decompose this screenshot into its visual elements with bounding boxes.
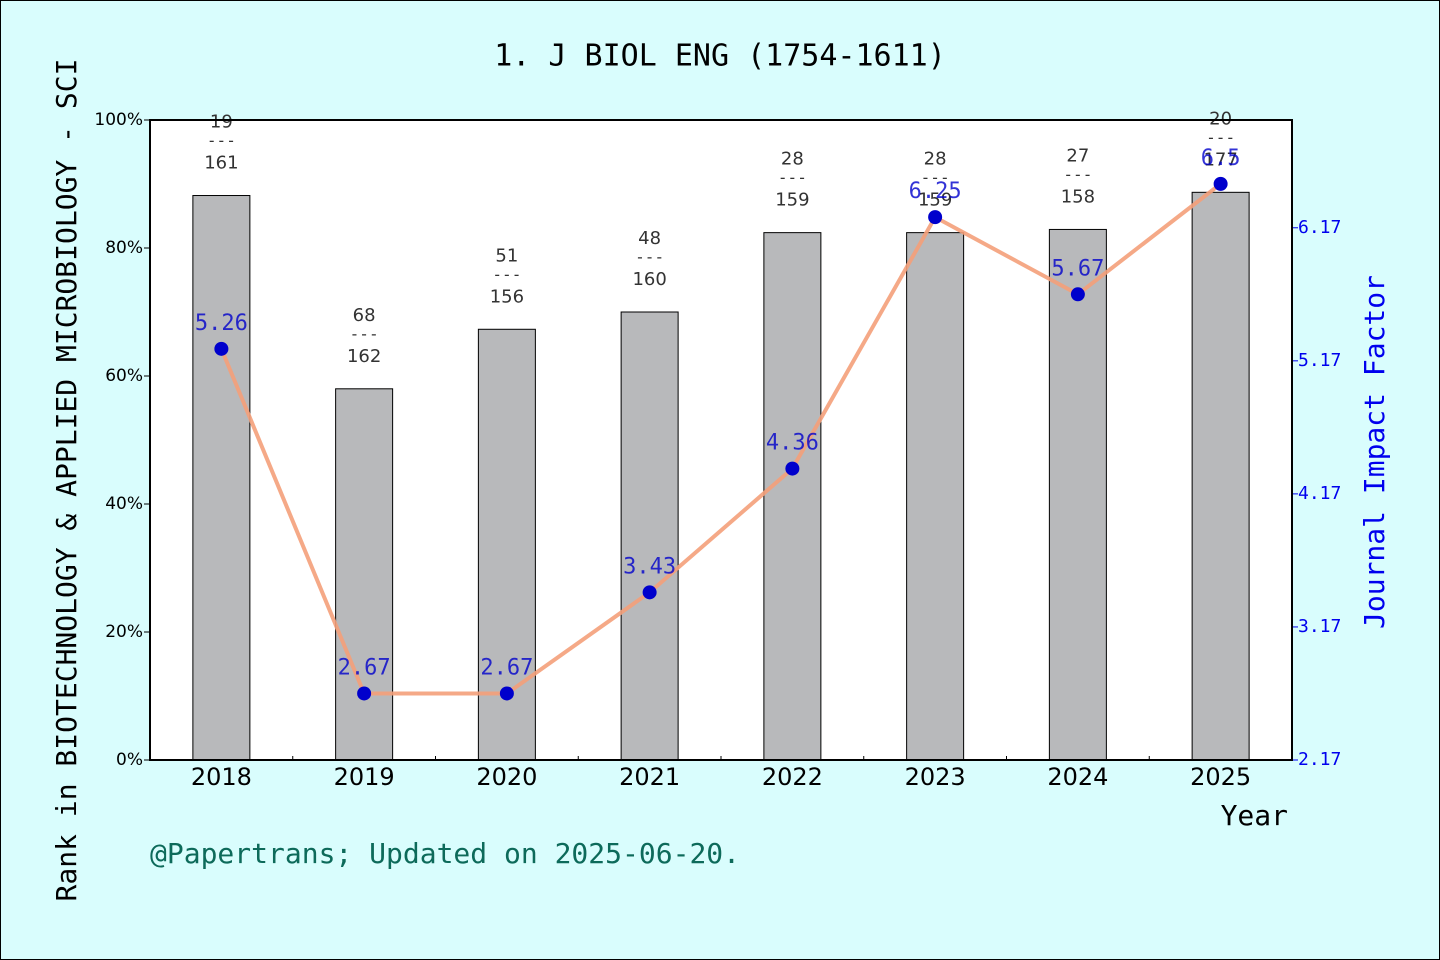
x-tick-label: 2019 <box>334 763 395 791</box>
x-tick-label: 2020 <box>476 763 537 791</box>
y2-axis-title: Journal Impact Factor <box>1358 275 1391 629</box>
total-label: 159 <box>918 190 952 211</box>
chart-title: 1. J BIOL ENG (1754-1611) <box>494 39 946 74</box>
point <box>1070 287 1085 302</box>
value-label: 4.36 <box>766 431 819 456</box>
value-label: 2.67 <box>480 655 533 680</box>
value-label: 6.25 <box>909 179 962 204</box>
point <box>642 585 657 600</box>
point <box>214 341 229 356</box>
y2-tick-label: 4.17 <box>1298 483 1341 504</box>
y2-tick-label: 3.17 <box>1298 616 1341 637</box>
y-tick-label: 80% <box>105 238 143 258</box>
plot-area <box>150 120 1292 760</box>
footer: @Papertrans; Updated on 2025-06-20. <box>150 837 740 870</box>
value-label: 3.43 <box>623 554 676 579</box>
total-label: 158 <box>1061 186 1095 207</box>
point <box>785 461 800 476</box>
rank-separator: --- <box>635 248 664 267</box>
bar <box>335 388 394 761</box>
value-label: 5.26 <box>195 311 248 336</box>
rank-label: 68 <box>353 305 376 326</box>
rank-label: 48 <box>638 228 661 249</box>
bar <box>1048 228 1107 761</box>
x-tick-label: 2025 <box>1190 763 1251 791</box>
y-tick-label: 0% <box>116 750 143 770</box>
x-tick-label: 2024 <box>1047 763 1108 791</box>
value-label: 5.67 <box>1051 256 1104 281</box>
y-tick-label: 100% <box>94 110 143 130</box>
x-tick-label: 2022 <box>762 763 823 791</box>
bar <box>1191 191 1250 761</box>
plot-frame <box>149 119 1293 761</box>
total-label: 156 <box>490 286 524 307</box>
point <box>1213 176 1228 191</box>
x-axis-title: Year <box>1221 799 1288 832</box>
rank-label: 19 <box>210 112 233 133</box>
y-tick-label: 20% <box>105 622 143 642</box>
bar <box>906 232 965 761</box>
x-tick-label: 2021 <box>619 763 680 791</box>
rank-separator: --- <box>921 168 950 187</box>
total-label: 160 <box>632 269 666 290</box>
y-tick-label: 60% <box>105 366 143 386</box>
rank-separator: --- <box>1206 128 1235 147</box>
bar <box>763 232 822 761</box>
rank-label: 20 <box>1209 108 1232 129</box>
point <box>928 210 943 225</box>
rank-label: 51 <box>495 245 518 266</box>
x-tick-label: 2023 <box>905 763 966 791</box>
y-tick-label: 40% <box>105 494 143 514</box>
total-label: 161 <box>204 153 238 174</box>
point <box>357 686 372 701</box>
y-axis-title: Rank in BIOTECHNOLOGY & APPLIED MICROBIO… <box>50 59 83 902</box>
total-label: 159 <box>775 190 809 211</box>
line <box>219 182 1222 696</box>
rank-separator: --- <box>207 131 236 150</box>
rank-separator: --- <box>778 168 807 187</box>
bar <box>620 311 679 761</box>
x-tick-label: 2018 <box>191 763 252 791</box>
rank-separator: --- <box>350 324 379 343</box>
total-label: 177 <box>1203 149 1237 170</box>
rank-label: 27 <box>1066 145 1089 166</box>
value-label: 6.5 <box>1201 146 1241 171</box>
rank-label: 28 <box>781 149 804 170</box>
value-label: 2.67 <box>338 655 391 680</box>
bar <box>192 195 251 761</box>
rank-label: 28 <box>924 149 947 170</box>
y2-tick-label: 5.17 <box>1298 350 1341 371</box>
point <box>499 686 514 701</box>
y2-tick-label: 6.17 <box>1298 217 1341 238</box>
rank-separator: --- <box>492 265 521 284</box>
y2-tick-label: 2.17 <box>1298 749 1341 770</box>
rank-separator: --- <box>1063 165 1092 184</box>
total-label: 162 <box>347 346 381 367</box>
